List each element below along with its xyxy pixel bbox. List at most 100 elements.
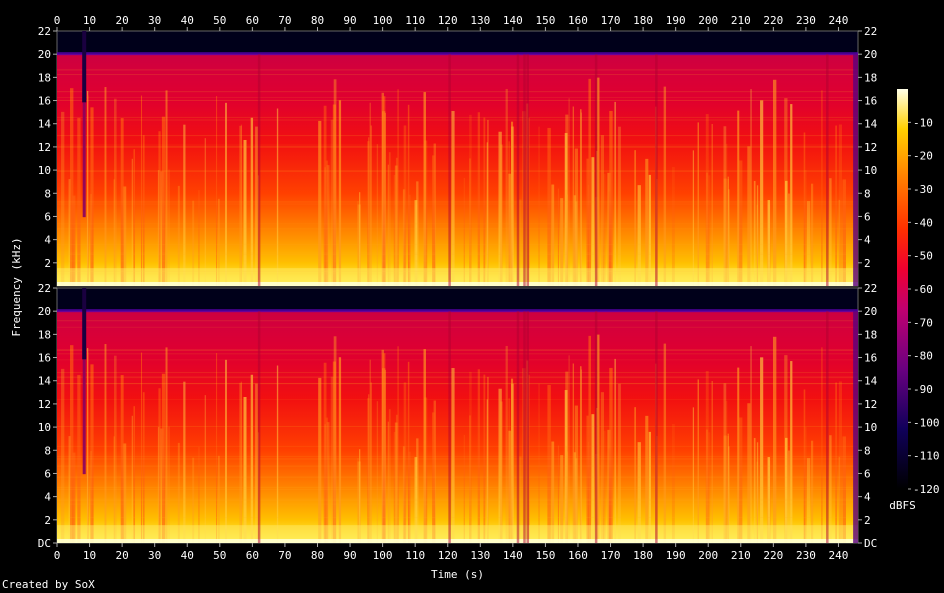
streak <box>407 361 410 543</box>
colorbar-tick-label: -10 <box>913 116 933 129</box>
colorbar-tick-label: -60 <box>913 283 933 296</box>
streak <box>225 359 227 543</box>
x-tick-label-bottom: 40 <box>181 549 194 562</box>
streak <box>486 142 488 286</box>
streak <box>663 86 667 286</box>
harmonic-line <box>57 503 858 505</box>
streak <box>692 150 694 286</box>
colorbar-tick-label: -80 <box>913 350 933 363</box>
streak <box>560 455 564 543</box>
streak <box>803 389 806 543</box>
streak <box>706 429 708 543</box>
streak <box>574 148 578 286</box>
streak <box>463 177 465 286</box>
streak <box>614 101 616 286</box>
streak <box>602 173 606 286</box>
x-tick-label-top: 170 <box>601 14 621 27</box>
streak <box>587 184 590 286</box>
streak <box>500 401 503 543</box>
streak <box>579 109 582 287</box>
x-tick-label-top: 90 <box>343 14 356 27</box>
streak <box>600 392 605 543</box>
y-tick-label-right: 22 <box>864 282 877 295</box>
y-tick-label-right: 20 <box>864 48 877 61</box>
streak <box>325 160 329 286</box>
streak <box>614 358 616 543</box>
transition-line <box>516 311 520 543</box>
streak <box>829 178 832 286</box>
streak <box>750 346 752 543</box>
harmonic-line <box>57 377 858 379</box>
x-tick-label-bottom: 0 <box>54 549 61 562</box>
x-tick-label-bottom: 150 <box>535 549 555 562</box>
streak <box>469 158 471 286</box>
streak <box>747 146 751 286</box>
streak <box>557 188 559 286</box>
y-tick-label-left: 16 <box>38 95 51 108</box>
streak <box>586 415 589 543</box>
streak <box>370 382 373 543</box>
streak <box>140 95 143 286</box>
streak <box>177 442 180 543</box>
streak <box>183 124 186 287</box>
streak <box>579 366 582 543</box>
streak <box>394 422 398 543</box>
streak <box>564 133 568 286</box>
streak <box>706 172 708 286</box>
streak <box>61 111 65 287</box>
harmonic-line <box>57 465 858 467</box>
streak <box>560 198 564 286</box>
streak <box>250 374 254 543</box>
x-tick-label-top: 240 <box>829 14 849 27</box>
harmonic-line <box>57 320 858 322</box>
y-tick-label-right: 2 <box>864 514 871 527</box>
streak <box>86 91 89 286</box>
streak <box>388 409 391 543</box>
transition-line <box>523 54 526 286</box>
streak <box>357 458 359 543</box>
streak <box>393 431 396 543</box>
fade-out-1 <box>853 54 858 286</box>
streak <box>140 352 143 543</box>
y-tick-label-left: 18 <box>38 71 51 84</box>
harmonic-line <box>57 69 858 71</box>
streak <box>551 184 555 286</box>
streak <box>68 179 72 286</box>
streak <box>692 407 694 543</box>
streak <box>737 110 740 287</box>
streak <box>90 451 92 543</box>
streak <box>785 437 788 543</box>
streak <box>723 126 727 286</box>
streak <box>727 176 729 286</box>
streak <box>568 98 570 286</box>
streak <box>591 414 595 543</box>
quiet-gap-lower <box>82 359 86 475</box>
y-tick-label-right: 14 <box>864 118 878 131</box>
streak <box>370 125 373 286</box>
y-tick-label-left: 6 <box>44 467 51 480</box>
streak <box>557 445 559 543</box>
colorbar <box>897 89 908 489</box>
colorbar-tick-label: -40 <box>913 216 933 229</box>
streak <box>518 199 522 286</box>
streak <box>705 114 709 286</box>
streak <box>255 126 258 286</box>
streak <box>61 368 65 543</box>
streak <box>788 450 790 543</box>
x-tick-label-bottom: 140 <box>503 549 523 562</box>
transition-line <box>448 54 451 286</box>
credit-text: Created by SoX <box>2 578 95 591</box>
streak <box>218 198 220 286</box>
streak <box>463 434 465 543</box>
x-tick-label-bottom: 210 <box>731 549 751 562</box>
streak <box>547 127 551 287</box>
streak <box>738 160 743 286</box>
harmonic-line <box>57 517 858 518</box>
streak <box>469 371 472 543</box>
streak <box>120 375 124 543</box>
x-tick-label-top: 150 <box>535 14 555 27</box>
x-tick-label-bottom: 10 <box>83 549 96 562</box>
streak <box>747 403 751 543</box>
y-tick-label-right: 14 <box>864 375 878 388</box>
